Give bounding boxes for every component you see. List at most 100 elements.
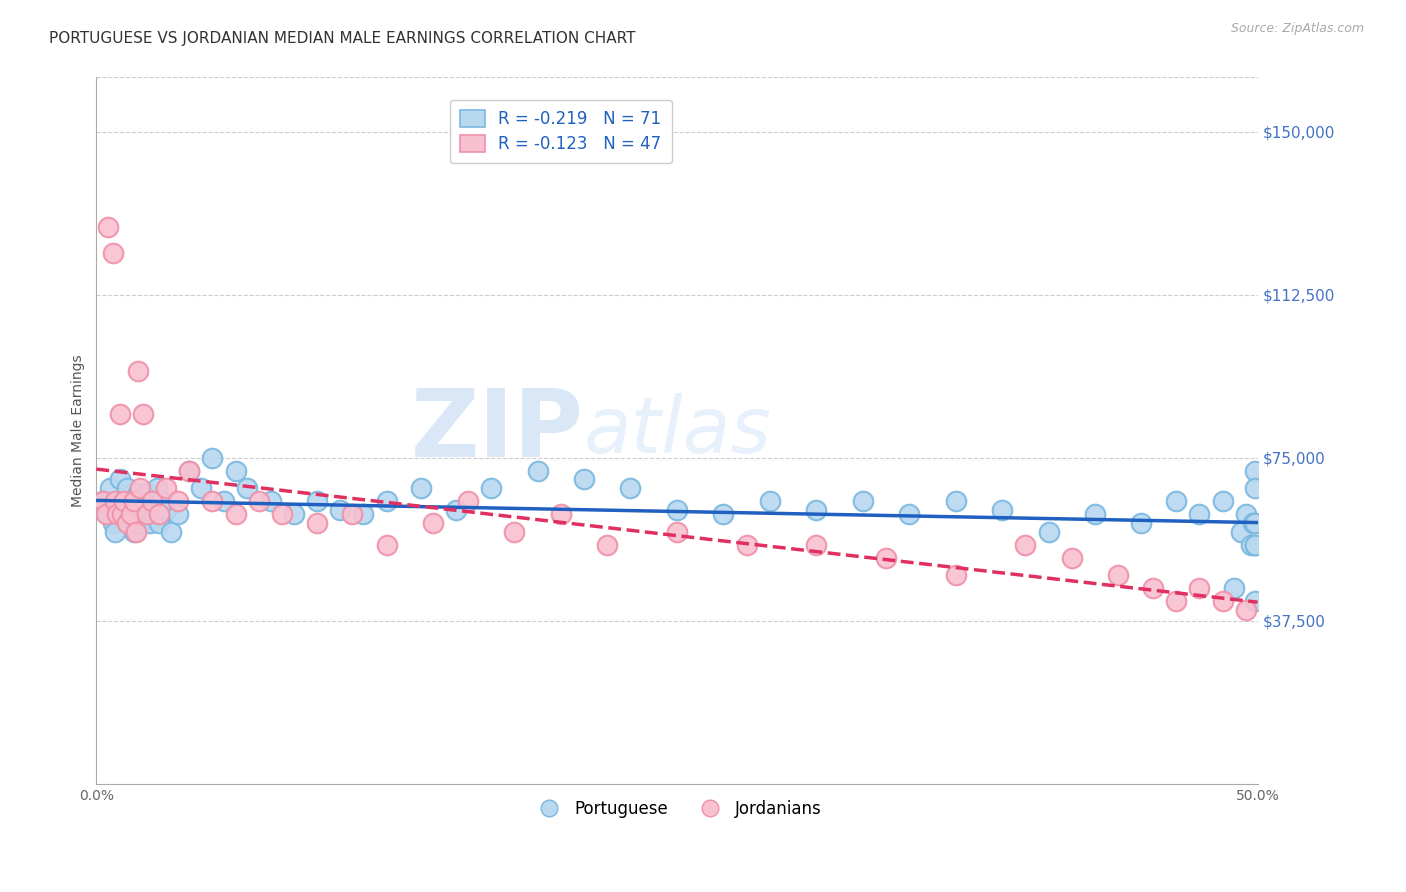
Point bbox=[148, 508, 170, 522]
Point bbox=[340, 508, 363, 522]
Point bbox=[1244, 481, 1267, 495]
Point bbox=[945, 494, 967, 508]
Point bbox=[305, 494, 328, 508]
Point bbox=[1244, 594, 1267, 608]
Point bbox=[271, 508, 294, 522]
Point bbox=[1244, 464, 1267, 478]
Point bbox=[1234, 603, 1257, 617]
Point bbox=[104, 494, 127, 508]
Point bbox=[1014, 538, 1036, 552]
Point bbox=[155, 481, 177, 495]
Point bbox=[806, 503, 828, 517]
Point bbox=[136, 508, 159, 522]
Point bbox=[129, 516, 152, 530]
Point bbox=[120, 494, 142, 508]
Point bbox=[108, 407, 131, 421]
Point bbox=[111, 508, 134, 522]
Point bbox=[141, 494, 163, 508]
Y-axis label: Median Male Earnings: Median Male Earnings bbox=[72, 354, 86, 507]
Text: atlas: atlas bbox=[583, 392, 772, 468]
Point bbox=[94, 508, 117, 522]
Point bbox=[127, 485, 149, 500]
Point bbox=[283, 508, 305, 522]
Point bbox=[105, 508, 128, 522]
Point bbox=[190, 481, 212, 495]
Point bbox=[457, 494, 479, 508]
Point bbox=[1244, 516, 1267, 530]
Point bbox=[1130, 516, 1153, 530]
Point bbox=[305, 516, 328, 530]
Point bbox=[143, 508, 166, 522]
Point bbox=[945, 568, 967, 582]
Point bbox=[1188, 581, 1211, 595]
Point bbox=[111, 494, 134, 508]
Point bbox=[101, 246, 124, 260]
Point bbox=[132, 407, 155, 421]
Point bbox=[125, 508, 148, 522]
Point bbox=[101, 516, 124, 530]
Point bbox=[112, 494, 135, 508]
Point bbox=[104, 524, 127, 539]
Point bbox=[201, 494, 224, 508]
Point bbox=[1212, 494, 1234, 508]
Point bbox=[259, 494, 281, 508]
Point bbox=[596, 538, 619, 552]
Point bbox=[1230, 524, 1253, 539]
Point bbox=[503, 524, 526, 539]
Point bbox=[155, 503, 177, 517]
Point bbox=[1241, 516, 1264, 530]
Point bbox=[108, 473, 131, 487]
Text: Source: ZipAtlas.com: Source: ZipAtlas.com bbox=[1230, 22, 1364, 36]
Point bbox=[1212, 594, 1234, 608]
Point bbox=[375, 538, 398, 552]
Point bbox=[97, 220, 120, 235]
Point bbox=[122, 524, 145, 539]
Point bbox=[97, 508, 120, 522]
Point bbox=[446, 503, 468, 517]
Point bbox=[139, 516, 162, 530]
Point bbox=[1188, 508, 1211, 522]
Point bbox=[129, 481, 152, 495]
Point bbox=[735, 538, 758, 552]
Point bbox=[875, 550, 897, 565]
Point bbox=[179, 464, 201, 478]
Point bbox=[665, 524, 688, 539]
Point bbox=[134, 508, 156, 522]
Point bbox=[105, 503, 128, 517]
Point bbox=[411, 481, 433, 495]
Point bbox=[806, 538, 828, 552]
Point bbox=[550, 508, 572, 522]
Point bbox=[1166, 594, 1188, 608]
Point bbox=[91, 494, 114, 508]
Point bbox=[422, 516, 444, 530]
Text: PORTUGUESE VS JORDANIAN MEDIAN MALE EARNINGS CORRELATION CHART: PORTUGUESE VS JORDANIAN MEDIAN MALE EARN… bbox=[49, 31, 636, 46]
Point bbox=[329, 503, 352, 517]
Point bbox=[225, 508, 247, 522]
Point bbox=[150, 494, 173, 508]
Point bbox=[375, 494, 398, 508]
Point bbox=[619, 481, 641, 495]
Point bbox=[1244, 538, 1267, 552]
Point bbox=[1038, 524, 1060, 539]
Point bbox=[98, 481, 121, 495]
Point bbox=[127, 364, 149, 378]
Point bbox=[1142, 581, 1164, 595]
Point bbox=[1244, 538, 1267, 552]
Point bbox=[352, 508, 374, 522]
Point bbox=[852, 494, 875, 508]
Point bbox=[711, 508, 734, 522]
Point bbox=[91, 494, 114, 508]
Point bbox=[1084, 508, 1107, 522]
Point bbox=[212, 494, 235, 508]
Point bbox=[1223, 581, 1246, 595]
Point bbox=[1166, 494, 1188, 508]
Point bbox=[166, 494, 188, 508]
Point bbox=[1107, 568, 1129, 582]
Point bbox=[1234, 508, 1257, 522]
Point bbox=[898, 508, 921, 522]
Point bbox=[159, 524, 181, 539]
Point bbox=[1060, 550, 1083, 565]
Point bbox=[148, 516, 170, 530]
Point bbox=[118, 516, 141, 530]
Point bbox=[665, 503, 688, 517]
